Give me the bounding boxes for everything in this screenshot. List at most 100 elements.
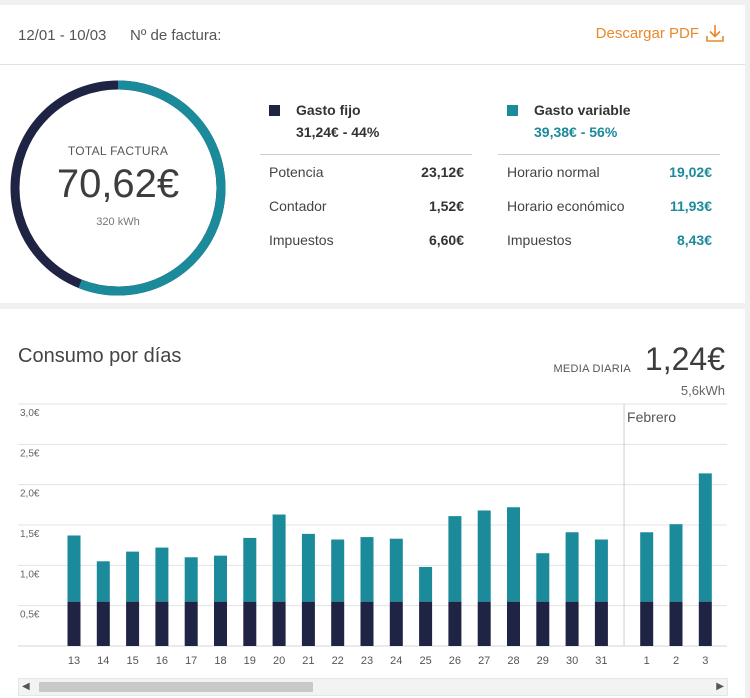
bar-fixed xyxy=(536,601,550,646)
cost-item-label: Horario económico xyxy=(507,198,625,214)
cost-item-label: Contador xyxy=(269,198,327,214)
variable-summary: 39,38€ - 56% xyxy=(534,124,618,140)
cost-item-row: Horario económico 11,93€ xyxy=(498,189,720,223)
x-tick-label: 13 xyxy=(68,655,80,667)
scrollbar-thumb[interactable] xyxy=(39,682,313,692)
bar-fixed xyxy=(67,601,81,646)
cost-item-row: Impuestos 8,43€ xyxy=(498,223,720,257)
bar-variable xyxy=(214,555,227,602)
bar-fixed xyxy=(126,601,140,646)
x-tick-label: 29 xyxy=(537,655,549,667)
cost-item-value: 11,93€ xyxy=(669,198,712,214)
bar-variable xyxy=(565,532,579,602)
y-tick-label: 2,0€ xyxy=(20,489,40,500)
total-kwh: 320 kWh xyxy=(96,216,140,228)
bar-variable xyxy=(640,532,654,602)
bar-variable xyxy=(96,561,110,602)
cost-item-row: Impuestos 6,60€ xyxy=(260,223,472,257)
invoice-summary-card: 12/01 - 10/03 Nº de factura: Descargar P… xyxy=(0,5,745,303)
bar-fixed xyxy=(594,601,608,646)
variable-title: Gasto variable xyxy=(534,102,631,118)
scroll-left-icon[interactable]: ◀ xyxy=(22,681,30,692)
cost-item-value: 1,52€ xyxy=(428,198,464,214)
bar-fixed xyxy=(389,601,403,646)
x-tick-label: 21 xyxy=(302,655,314,667)
x-tick-label: 16 xyxy=(156,655,168,667)
divider xyxy=(260,154,472,155)
month-annotation: Febrero xyxy=(627,409,676,425)
cost-item-label: Impuestos xyxy=(269,232,334,248)
scroll-right-icon[interactable]: ▶ xyxy=(716,681,724,692)
bar-fixed xyxy=(96,601,110,646)
bar-fixed xyxy=(669,601,683,646)
bar-variable xyxy=(419,566,433,602)
cost-item-row: Horario normal 19,02€ xyxy=(498,155,720,189)
bar-fixed xyxy=(155,601,169,646)
fixed-cost-column: Gasto fijo 31,24€ - 44% Potencia 23,12€ Co… xyxy=(260,101,472,257)
x-tick-label: 31 xyxy=(595,655,607,667)
cost-item-value: 6,60€ xyxy=(428,232,464,248)
bar-variable xyxy=(507,507,520,602)
y-tick-label: 3,0€ xyxy=(20,408,40,419)
x-tick-label: 18 xyxy=(214,655,226,667)
x-tick-label: 28 xyxy=(507,655,519,667)
bar-fixed xyxy=(698,601,712,646)
bar-fixed xyxy=(331,601,345,646)
fixed-legend-swatch xyxy=(269,104,280,116)
x-tick-label: 3 xyxy=(702,655,708,667)
y-tick-label: 0,5€ xyxy=(20,610,40,621)
bar-variable xyxy=(184,557,198,602)
bar-variable xyxy=(477,510,491,602)
x-tick-label: 19 xyxy=(244,655,256,667)
x-tick-label: 30 xyxy=(566,655,578,667)
x-tick-label: 23 xyxy=(361,655,373,667)
fixed-title: Gasto fijo xyxy=(296,102,361,118)
bar-fixed xyxy=(640,601,654,646)
divider xyxy=(498,154,720,155)
cost-item-value: 23,12€ xyxy=(421,164,464,180)
cost-item-row: Potencia 23,12€ xyxy=(260,155,472,189)
bar-variable xyxy=(301,533,315,602)
x-tick-label: 27 xyxy=(478,655,490,667)
bar-fixed xyxy=(565,601,579,646)
bar-fixed xyxy=(360,601,374,646)
x-tick-label: 26 xyxy=(449,655,461,667)
x-tick-label: 15 xyxy=(126,655,138,667)
invoice-number-label: Nº de factura: xyxy=(130,27,222,44)
cost-item-value: 8,43€ xyxy=(676,232,712,248)
bar-fixed xyxy=(243,601,257,646)
bar-fixed xyxy=(301,601,315,646)
fixed-summary: 31,24€ - 44% xyxy=(296,124,380,140)
x-tick-label: 22 xyxy=(332,655,344,667)
chart-scrollbar[interactable]: ◀ ▶ xyxy=(18,678,728,696)
daily-average-value: 1,24€ xyxy=(644,341,725,377)
download-pdf-label[interactable]: Descargar PDF xyxy=(595,24,699,42)
donut-variable-arc xyxy=(78,80,226,296)
x-tick-label: 20 xyxy=(273,655,285,667)
bar-variable xyxy=(669,524,683,602)
x-tick-label: 24 xyxy=(390,655,402,667)
download-icon[interactable] xyxy=(705,23,725,43)
bar-variable xyxy=(331,539,345,602)
daily-average-label: MEDIA DIARIA xyxy=(553,363,631,375)
cost-item-row: Contador 1,52€ xyxy=(260,189,472,223)
daily-consumption-card: Consumo por días MEDIA DIARIA 1,24€ 5,6k… xyxy=(0,309,745,698)
x-tick-label: 14 xyxy=(97,655,109,667)
donut-center: TOTAL FACTURA 70,62€ 320 kWh xyxy=(8,78,228,298)
x-tick-label: 25 xyxy=(419,655,431,667)
daily-average-kwh: 5,6kWh xyxy=(680,383,725,398)
bar-variable xyxy=(389,538,403,602)
download-pdf-link[interactable]: Descargar PDF xyxy=(596,23,725,43)
bar-fixed xyxy=(214,601,227,646)
invoice-header: 12/01 - 10/03 Nº de factura: Descargar P… xyxy=(0,5,745,65)
cost-item-value: 19,02€ xyxy=(669,164,712,180)
cost-item-label: Potencia xyxy=(269,164,324,180)
bar-variable xyxy=(594,539,608,602)
bar-fixed xyxy=(477,601,491,646)
bar-fixed xyxy=(272,601,286,646)
bar-variable xyxy=(243,537,257,602)
bar-fixed xyxy=(184,601,198,646)
total-donut-chart xyxy=(10,80,226,296)
bar-fixed xyxy=(448,601,462,646)
